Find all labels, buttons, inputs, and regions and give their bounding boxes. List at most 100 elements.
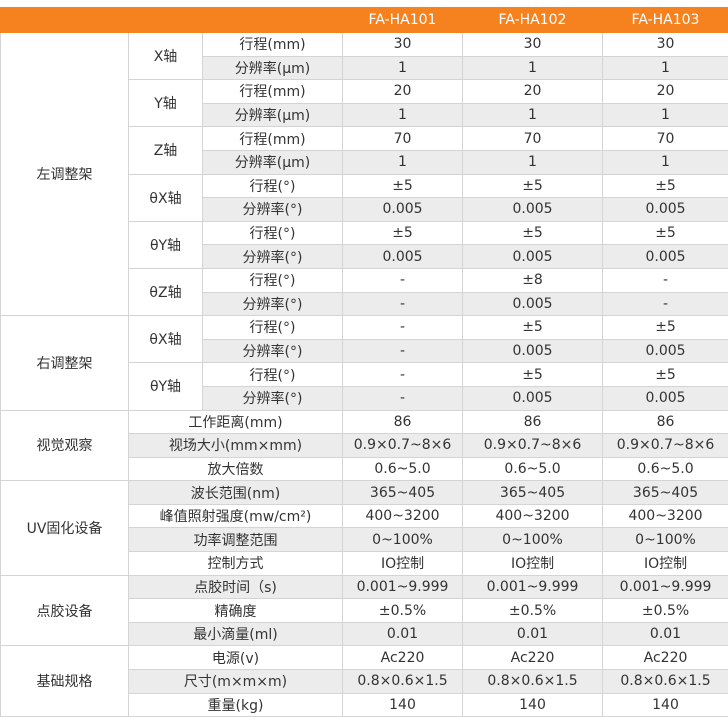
value-cell: 0.01 (602, 621, 728, 647)
row-label: 行程(°) (201, 220, 344, 246)
row-label: 分辨率(μm) (201, 55, 344, 81)
row-label: 分辨率(μm) (201, 102, 344, 128)
row-label: 分辨率(°) (201, 291, 344, 317)
value-cell: 1 (602, 102, 728, 128)
value-cell: 0.005 (462, 338, 604, 364)
axis-label: θY轴 (128, 220, 203, 269)
value-cell: 0.005 (462, 291, 604, 317)
row-label: 分辨率(°) (201, 197, 344, 222)
value-cell: Ac220 (342, 645, 464, 671)
value-cell: 1 (602, 55, 728, 81)
value-cell: Ac220 (462, 645, 604, 671)
table-row: 分辨率(μm) 1 1 1 (1, 55, 728, 81)
value-cell: 0.001~9.999 (602, 574, 728, 600)
value-cell: 400~3200 (342, 503, 464, 529)
value-cell: 1 (342, 149, 464, 175)
row-label: 点胶时间（s) (127, 574, 344, 600)
row-label: 行程(mm) (201, 79, 344, 104)
table-row: 视觉观察 工作距离(mm) 86 86 86 (0, 409, 728, 482)
value-cell: Ac220 (602, 645, 728, 671)
value-cell: 1 (462, 102, 604, 128)
value-cell: 70 (462, 126, 604, 151)
value-cell: 0.01 (462, 621, 604, 647)
value-cell: 70 (342, 126, 464, 151)
value-cell: 0~100% (342, 527, 464, 553)
group-label: 左调整架 (0, 31, 129, 317)
value-cell: 140 (462, 692, 604, 717)
value-cell: IO控制 (602, 551, 728, 576)
row-label: 行程(°) (201, 362, 344, 387)
value-cell: 140 (602, 692, 728, 717)
axis-label: X轴 (128, 31, 203, 81)
row-label: 工作距离(mm) (127, 409, 344, 435)
value-cell: - (342, 315, 464, 340)
value-cell: 0.001~9.999 (342, 574, 464, 600)
column-header: FA-HA101 (342, 7, 464, 33)
row-label: 视场大小(mm×mm) (127, 433, 344, 458)
value-cell: 0.9×0.7~8×6 (462, 433, 604, 458)
table-row: 峰值照射强度(mw/cm²) 400~3200 400~3200 400~3200 (1, 503, 728, 529)
column-header: FA-HA103 (602, 7, 728, 33)
table-row: 点胶设备 点胶时间（s) 0.001~9.999 0.001~9.999 0.001~9… (0, 574, 728, 647)
value-cell: 0.005 (602, 338, 728, 364)
value-cell: 20 (602, 79, 728, 104)
table-row: 功率调整范围 0~100% 0~100% 0~100% (1, 527, 728, 553)
row-label: 功率调整范围 (127, 527, 344, 553)
table-row: 分辨率(°) -0.005 0.005 (1, 385, 728, 411)
table-row: θY轴 行程(°) - ±5 ±5 (1, 362, 728, 411)
row-label: 电源(v) (127, 645, 344, 671)
axis-label: θY轴 (128, 362, 203, 411)
value-cell: IO控制 (462, 551, 604, 576)
value-cell: 0.6~5.0 (462, 456, 604, 482)
value-cell: 0~100% (462, 527, 604, 553)
value-cell: 30 (602, 32, 728, 57)
value-cell: 86 (462, 409, 604, 435)
table-row: Z轴 行程(mm) 70 70 70 (1, 126, 728, 175)
table-row: 分辨率(°) 0.005 0.005 0.005 (1, 244, 728, 269)
row-label: 波长范围(nm) (127, 480, 344, 505)
column-header: FA-HA102 (462, 7, 604, 33)
value-cell: 0~100% (602, 527, 728, 553)
table-row: 分辨率(μm) 1 1 1 (1, 102, 728, 128)
table-row: θZ轴 行程(°) - ±8- (1, 267, 728, 317)
value-cell: ±5 (342, 173, 464, 199)
value-cell: ±5 (462, 173, 604, 199)
row-label: 分辨率(°) (201, 338, 344, 364)
row-label: 控制方式 (127, 551, 344, 576)
table-row: UV固化设备 波长范围(nm) 365~405 365~405 365~405 (0, 480, 728, 576)
table-row: 视场大小(mm×mm) 0.9×0.7~8×6 0.9×0.7~8×6 0.9×0.7… (1, 433, 728, 458)
value-cell: 0.9×0.7~8×6 (342, 433, 464, 458)
value-cell: ±8 (462, 267, 604, 293)
value-cell: 86 (342, 409, 464, 435)
value-cell: 365~405 (342, 480, 464, 505)
table-row: 分辨率(°) -0.005- (1, 291, 728, 317)
value-cell: 20 (462, 79, 604, 104)
row-label: 行程(°) (201, 173, 344, 199)
group-label: UV固化设备 (0, 480, 129, 576)
value-cell: ±0.5% (462, 598, 604, 623)
group-label: 基础规格 (0, 645, 129, 717)
axis-label: θZ轴 (128, 267, 203, 317)
value-cell: 365~405 (602, 480, 728, 505)
row-label: 行程(mm) (201, 32, 344, 57)
value-cell: ±5 (462, 315, 604, 340)
table-row: 重量(kg) 140 140 140 (1, 692, 728, 717)
table-row: 分辨率(°) 0.005 0.005 0.005 (1, 197, 728, 222)
row-label: 分辨率(μm) (201, 149, 344, 175)
value-cell: IO控制 (342, 551, 464, 576)
axis-label: Y轴 (128, 79, 203, 128)
row-label: 精确度 (127, 598, 344, 623)
spec-table: FA-HA101 FA-HA102 FA-HA103 左调整架 X轴 行程(mm) 3… (0, 7, 728, 717)
row-label: 行程(°) (201, 267, 344, 293)
row-label: 最小滴量(ml) (127, 621, 344, 647)
value-cell: 0.005 (462, 385, 604, 411)
value-cell: ±0.5% (602, 598, 728, 623)
value-cell: - (342, 291, 464, 317)
value-cell: 1 (342, 55, 464, 81)
value-cell: 140 (342, 692, 464, 717)
value-cell: 0.8×0.6×1.5 (462, 669, 604, 694)
value-cell: - (342, 267, 464, 293)
table-row: 最小滴量(ml) 0.01 0.01 0.01 (1, 621, 728, 647)
table-row: 分辨率(°) -0.005 0.005 (1, 338, 728, 364)
